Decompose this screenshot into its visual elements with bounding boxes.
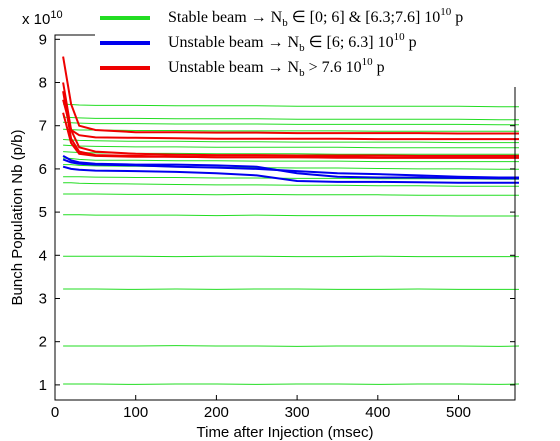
y-tick-label: 3 <box>39 290 47 307</box>
x-tick-label: 200 <box>204 404 229 421</box>
data-line <box>62 56 519 135</box>
y-axis-label: Bunch Population Nb (p/b) <box>9 130 26 306</box>
legend-label: Unstable beam → Nb > 7.6 1010 p <box>168 56 385 79</box>
x-tick-label: 0 <box>51 404 59 421</box>
x-tick-label: 100 <box>123 404 148 421</box>
x-tick-label: 300 <box>285 404 310 421</box>
data-line <box>63 139 519 144</box>
data-line <box>63 157 519 163</box>
data-line <box>62 112 519 159</box>
y-tick-label: 6 <box>39 161 47 178</box>
legend-text-part: p <box>451 9 463 26</box>
legend-text-part: Unstable beam → N <box>168 59 300 76</box>
y-tick-label: 7 <box>39 118 47 135</box>
legend-label: Unstable beam → Nb ∈ [6; 6.3] 1010 p <box>168 31 417 54</box>
data-line <box>63 193 519 196</box>
legend-text-part: Stable beam → N <box>168 9 283 26</box>
data-line <box>62 99 519 141</box>
data-line <box>63 345 520 347</box>
y-tick-label: 1 <box>39 377 47 394</box>
data-line <box>63 116 519 121</box>
multiplier-base: x 10 <box>22 11 50 28</box>
legend-text-part: ∈ [6; 6.3] 10 <box>305 34 394 51</box>
y-tick-label: 8 <box>39 75 47 92</box>
data-line <box>63 182 519 187</box>
legend-text-part: p <box>373 59 385 76</box>
legend-text-part: p <box>405 34 417 51</box>
legend-text-part: Unstable beam → N <box>168 34 300 51</box>
data-line <box>63 103 519 108</box>
y-tick-label: 2 <box>39 334 47 351</box>
data-line <box>63 128 519 132</box>
legend-text-part: > 7.6 10 <box>305 59 362 76</box>
data-line <box>63 144 519 149</box>
data-line <box>63 121 519 126</box>
x-axis-label: Time after Injection (msec) <box>197 424 374 441</box>
legend-text-part: b <box>299 42 305 54</box>
data-line <box>62 165 519 184</box>
legend-box <box>95 5 557 87</box>
y-tick-label: 5 <box>39 204 47 221</box>
x-tick-label: 400 <box>365 404 390 421</box>
plot-area <box>55 35 515 400</box>
data-line <box>62 155 519 180</box>
legend-text-part: ∈ [0; 6] & [6.3;7.6] 10 <box>288 9 441 26</box>
legend-text-part: 10 <box>362 56 374 68</box>
legend-text-part: b <box>282 17 288 29</box>
data-line <box>63 214 519 217</box>
data-line <box>62 158 519 179</box>
legend-text-part: 10 <box>440 6 452 18</box>
data-line <box>62 82 519 157</box>
legend-text-part: 10 <box>394 31 406 43</box>
y-tick-label: 4 <box>39 247 47 264</box>
y-multiplier: x 1010 <box>22 9 63 28</box>
legend-label: Stable beam → Nb ∈ [0; 6] & [6.3;7.6] 10… <box>168 6 463 29</box>
legend-text-part: b <box>299 67 305 79</box>
multiplier-exponent: 10 <box>50 9 62 21</box>
y-tick-label: 9 <box>39 31 47 48</box>
x-tick-label: 500 <box>446 404 471 421</box>
